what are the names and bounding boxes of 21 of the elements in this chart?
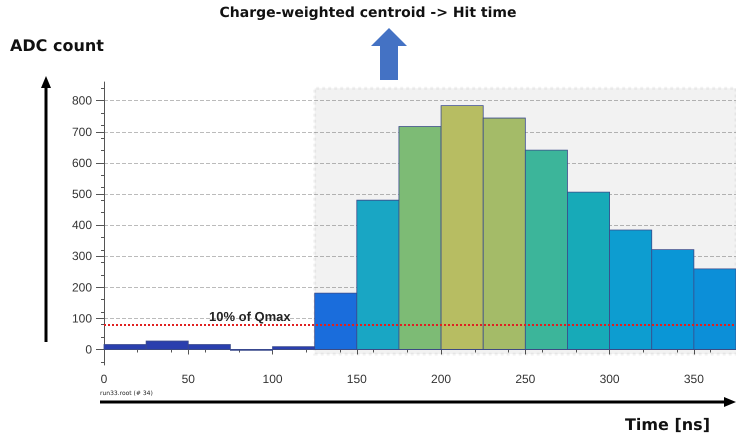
- y-tick-label: 400: [72, 218, 92, 232]
- x-tick-label: 200: [431, 372, 452, 386]
- y-tick-label: 500: [72, 186, 92, 201]
- x-tick-label: 0: [100, 372, 108, 386]
- x-axis-title: Time [ns]: [624, 415, 710, 434]
- y-tick-label: 100: [72, 311, 92, 326]
- x-tick-label: 50: [182, 372, 196, 386]
- y-tick-label: 600: [72, 156, 92, 170]
- x-tick-label: 250: [515, 372, 536, 386]
- y-tick-label: 0: [85, 342, 92, 356]
- y-tick-label: 300: [72, 249, 92, 264]
- ref-line-label: 10% of Qmax: [209, 309, 292, 324]
- y-tick-label: 800: [72, 94, 92, 108]
- x-tick-label: 150: [346, 372, 368, 386]
- x-tick-label: 100: [262, 372, 283, 386]
- y-axis-title: ADC count: [10, 36, 104, 55]
- x-tick-label: 300: [600, 372, 620, 386]
- y-tick-label: 700: [72, 124, 92, 139]
- y-tick-label: 200: [72, 280, 92, 294]
- chart-title: Charge-weighted centroid -> Hit time: [218, 5, 518, 21]
- x-tick-label: 350: [684, 372, 704, 386]
